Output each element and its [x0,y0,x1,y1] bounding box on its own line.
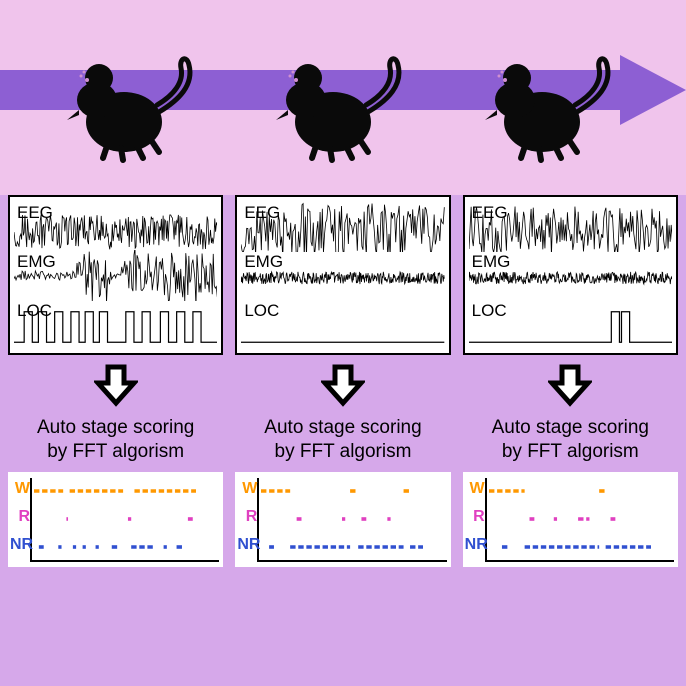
scoring-caption: Auto stage scoring by FFT algorism [264,416,421,464]
scoring-caption: Auto stage scoring by FFT algorism [492,416,649,464]
analysis-column: EEG EMG LOC Auto stage scoring by FFT algor… [8,195,223,567]
stage-trace-W [261,482,423,500]
stage-trace-NR [261,538,423,556]
signal-panel: EEG EMG LOC [463,195,678,355]
stage-label-W: W [237,480,257,498]
content-area: EEG EMG LOC Auto stage scoring by FFT algor… [0,195,686,567]
top-band [0,0,686,195]
stage-panel: WR NR [8,472,223,567]
loc-label: LOC [244,301,279,321]
stage-label-NR: NR [10,536,30,554]
stage-trace-R [261,510,423,528]
stage-trace-W [34,482,196,500]
emg-label: EMG [472,252,511,272]
stage-label-W: W [465,480,485,498]
scoring-line1: Auto stage scoring [37,417,194,438]
mouse-icon [268,40,418,170]
stage-label-W: W [10,480,30,498]
scoring-line2: by FFT algorism [275,441,412,462]
stage-label-NR: NR [237,536,257,554]
stage-label-R: R [237,508,257,526]
mouse-icon [477,40,627,170]
analysis-column: EEG EMG LOC Auto stage scoring by FFT algor… [235,195,450,567]
loc-label: LOC [472,301,507,321]
scoring-caption: Auto stage scoring by FFT algorism [37,416,194,464]
mice-row [0,40,686,170]
eeg-label: EEG [472,203,508,223]
mouse-icon [59,40,209,170]
stage-panel: WR NR [463,472,678,567]
stage-label-R: R [465,508,485,526]
loc-label: LOC [17,301,52,321]
eeg-label: EEG [244,203,280,223]
scoring-line2: by FFT algorism [47,441,184,462]
stage-trace-NR [489,538,651,556]
emg-label: EMG [17,252,56,272]
stage-label-NR: NR [465,536,485,554]
scoring-line2: by FFT algorism [502,441,639,462]
arrow-down-icon [548,363,592,412]
arrow-down-icon [94,363,138,412]
eeg-label: EEG [17,203,53,223]
arrow-down-icon [321,363,365,412]
stage-label-R: R [10,508,30,526]
stage-trace-NR [34,538,196,556]
stage-trace-R [34,510,196,528]
stage-trace-R [489,510,651,528]
signal-panel: EEG EMG LOC [8,195,223,355]
emg-label: EMG [244,252,283,272]
scoring-line1: Auto stage scoring [492,417,649,438]
stage-panel: WR NR [235,472,450,567]
analysis-column: EEG EMG LOC Auto stage scoring by FFT algor… [463,195,678,567]
signal-panel: EEG EMG LOC [235,195,450,355]
scoring-line1: Auto stage scoring [264,417,421,438]
stage-trace-W [489,482,651,500]
